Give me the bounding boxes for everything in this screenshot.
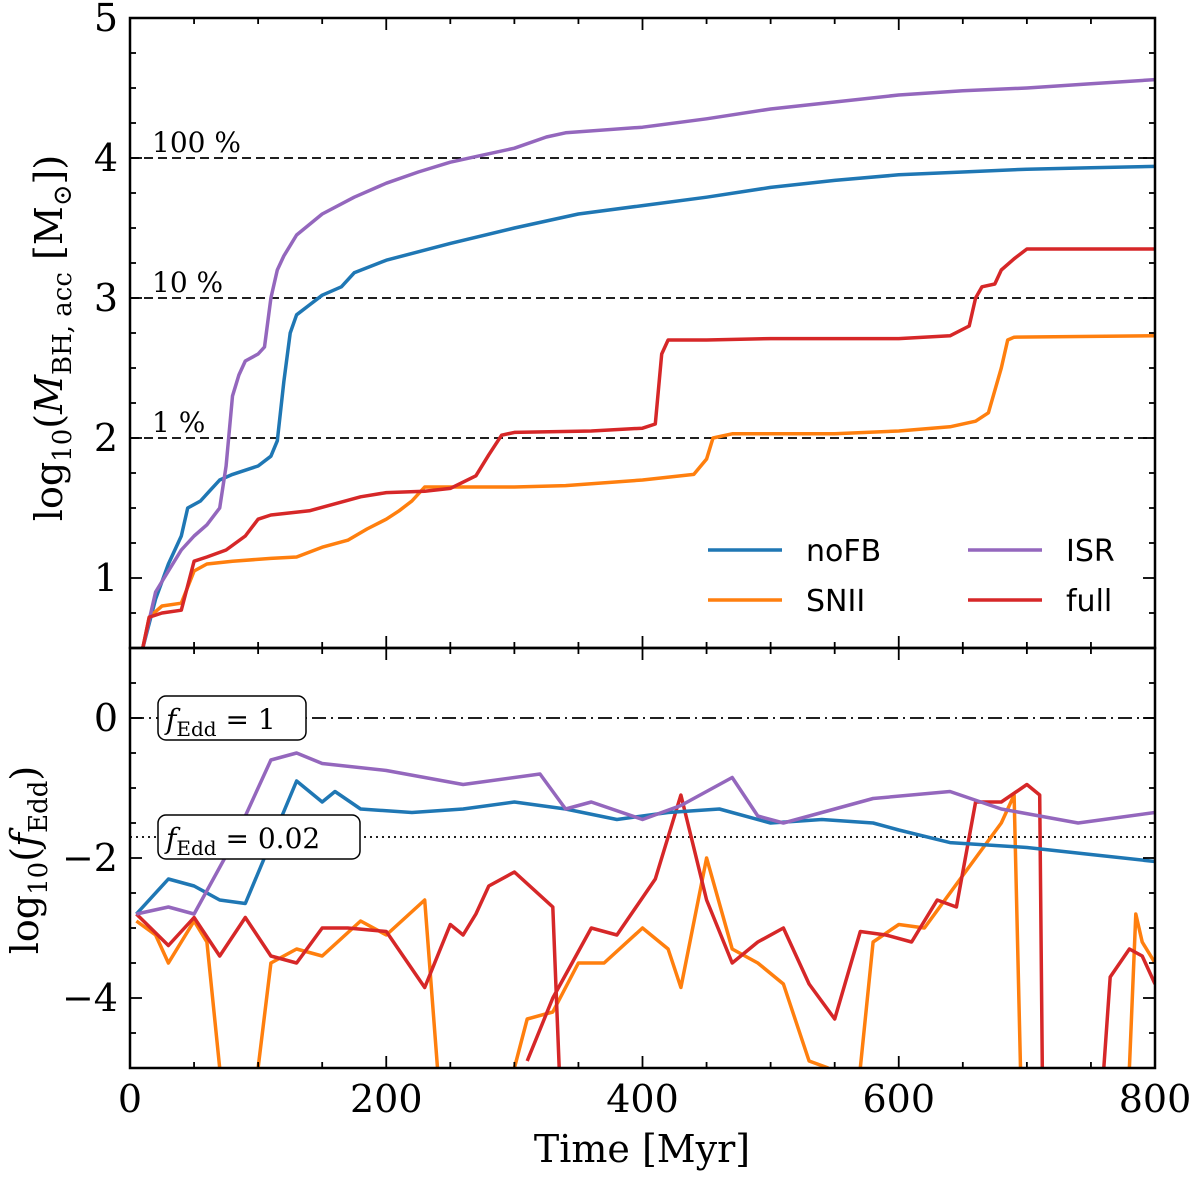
bottom-series-snii-segment-1 bbox=[135, 919, 222, 1068]
top-ytick-label: 2 bbox=[94, 416, 118, 460]
legend-label-SNII: SNII bbox=[806, 584, 865, 619]
bottom-xtick-label: 0 bbox=[118, 1077, 142, 1121]
top-ylabel: log10(MBH, acc [M⊙]) bbox=[27, 155, 78, 521]
bottom-series-snii-segment-3 bbox=[512, 856, 829, 1068]
legend: noFB SNII ISR full bbox=[708, 534, 1115, 619]
reference-label-1: 1 % bbox=[152, 406, 205, 439]
top-ytick-label: 1 bbox=[94, 556, 118, 600]
top-series-snii bbox=[141, 334, 1155, 648]
bottom-ticks: −4 −2 0 0 200 400 600 800 bbox=[62, 647, 1192, 1121]
bottom-series-snii-segment-4 bbox=[858, 793, 1023, 1068]
bottom-series-group bbox=[135, 751, 1155, 1068]
top-ytick-label: 3 bbox=[94, 276, 118, 320]
bottom-series-isr bbox=[136, 751, 1155, 916]
top-ytick-label: 5 bbox=[94, 0, 118, 40]
bottom-series-snii-segment-2 bbox=[256, 898, 440, 1068]
bottom-series-full-segment-3 bbox=[1102, 947, 1155, 1068]
bottom-series-snii-segment-5 bbox=[1127, 912, 1155, 1068]
bottom-xtick-label: 800 bbox=[1119, 1077, 1192, 1121]
top-series-full bbox=[141, 247, 1155, 648]
top-series-group bbox=[141, 77, 1155, 648]
top-ytick-label: 4 bbox=[94, 136, 118, 180]
bottom-ytick-label: 0 bbox=[94, 696, 118, 740]
top-reference-lines: 100 % 10 % 1 % bbox=[130, 126, 1155, 439]
top-series-nofb bbox=[141, 164, 1155, 648]
bottom-xtick-label: 200 bbox=[350, 1077, 423, 1121]
fedd-002-label: fEdd = 0.02 bbox=[164, 822, 320, 860]
legend-label-full: full bbox=[1066, 584, 1112, 619]
bottom-series-full-segment-1 bbox=[135, 870, 561, 1068]
bottom-xlabel: Time [Myr] bbox=[534, 1127, 750, 1171]
reference-label-10: 10 % bbox=[152, 266, 223, 299]
legend-label-ISR: ISR bbox=[1066, 534, 1115, 569]
fedd-1-label-box: fEdd = 1 bbox=[157, 695, 307, 741]
top-ticks: 1 2 3 4 5 bbox=[94, 0, 1156, 649]
legend-item-ISR[interactable]: ISR bbox=[968, 534, 1115, 569]
top-plot-frame bbox=[128, 16, 1157, 650]
legend-item-full[interactable]: full bbox=[968, 584, 1112, 619]
bottom-series-nofb bbox=[135, 779, 1155, 916]
bottom-ylabel: log10(fEdd) bbox=[3, 766, 54, 954]
bottom-xtick-label: 400 bbox=[606, 1077, 679, 1121]
fedd-002-label-box: fEdd = 0.02 bbox=[157, 814, 361, 860]
bottom-ytick-label: −4 bbox=[62, 976, 118, 1020]
top-series-isr bbox=[141, 77, 1155, 648]
bottom-ytick-label: −2 bbox=[62, 836, 118, 880]
bottom-series-full-segment-2 bbox=[525, 782, 1045, 1068]
reference-label-100: 100 % bbox=[152, 126, 241, 159]
fedd-1-label: fEdd = 1 bbox=[164, 703, 276, 741]
legend-item-noFB[interactable]: noFB bbox=[708, 534, 881, 569]
bottom-xtick-label: 600 bbox=[862, 1077, 935, 1121]
bottom-panel: −4−200 200 400 600 800 fEdd = 1 fEdd = 0.02 … bbox=[3, 646, 1192, 1171]
legend-item-SNII[interactable]: SNII bbox=[708, 584, 865, 619]
legend-label-noFB: noFB bbox=[806, 534, 881, 569]
